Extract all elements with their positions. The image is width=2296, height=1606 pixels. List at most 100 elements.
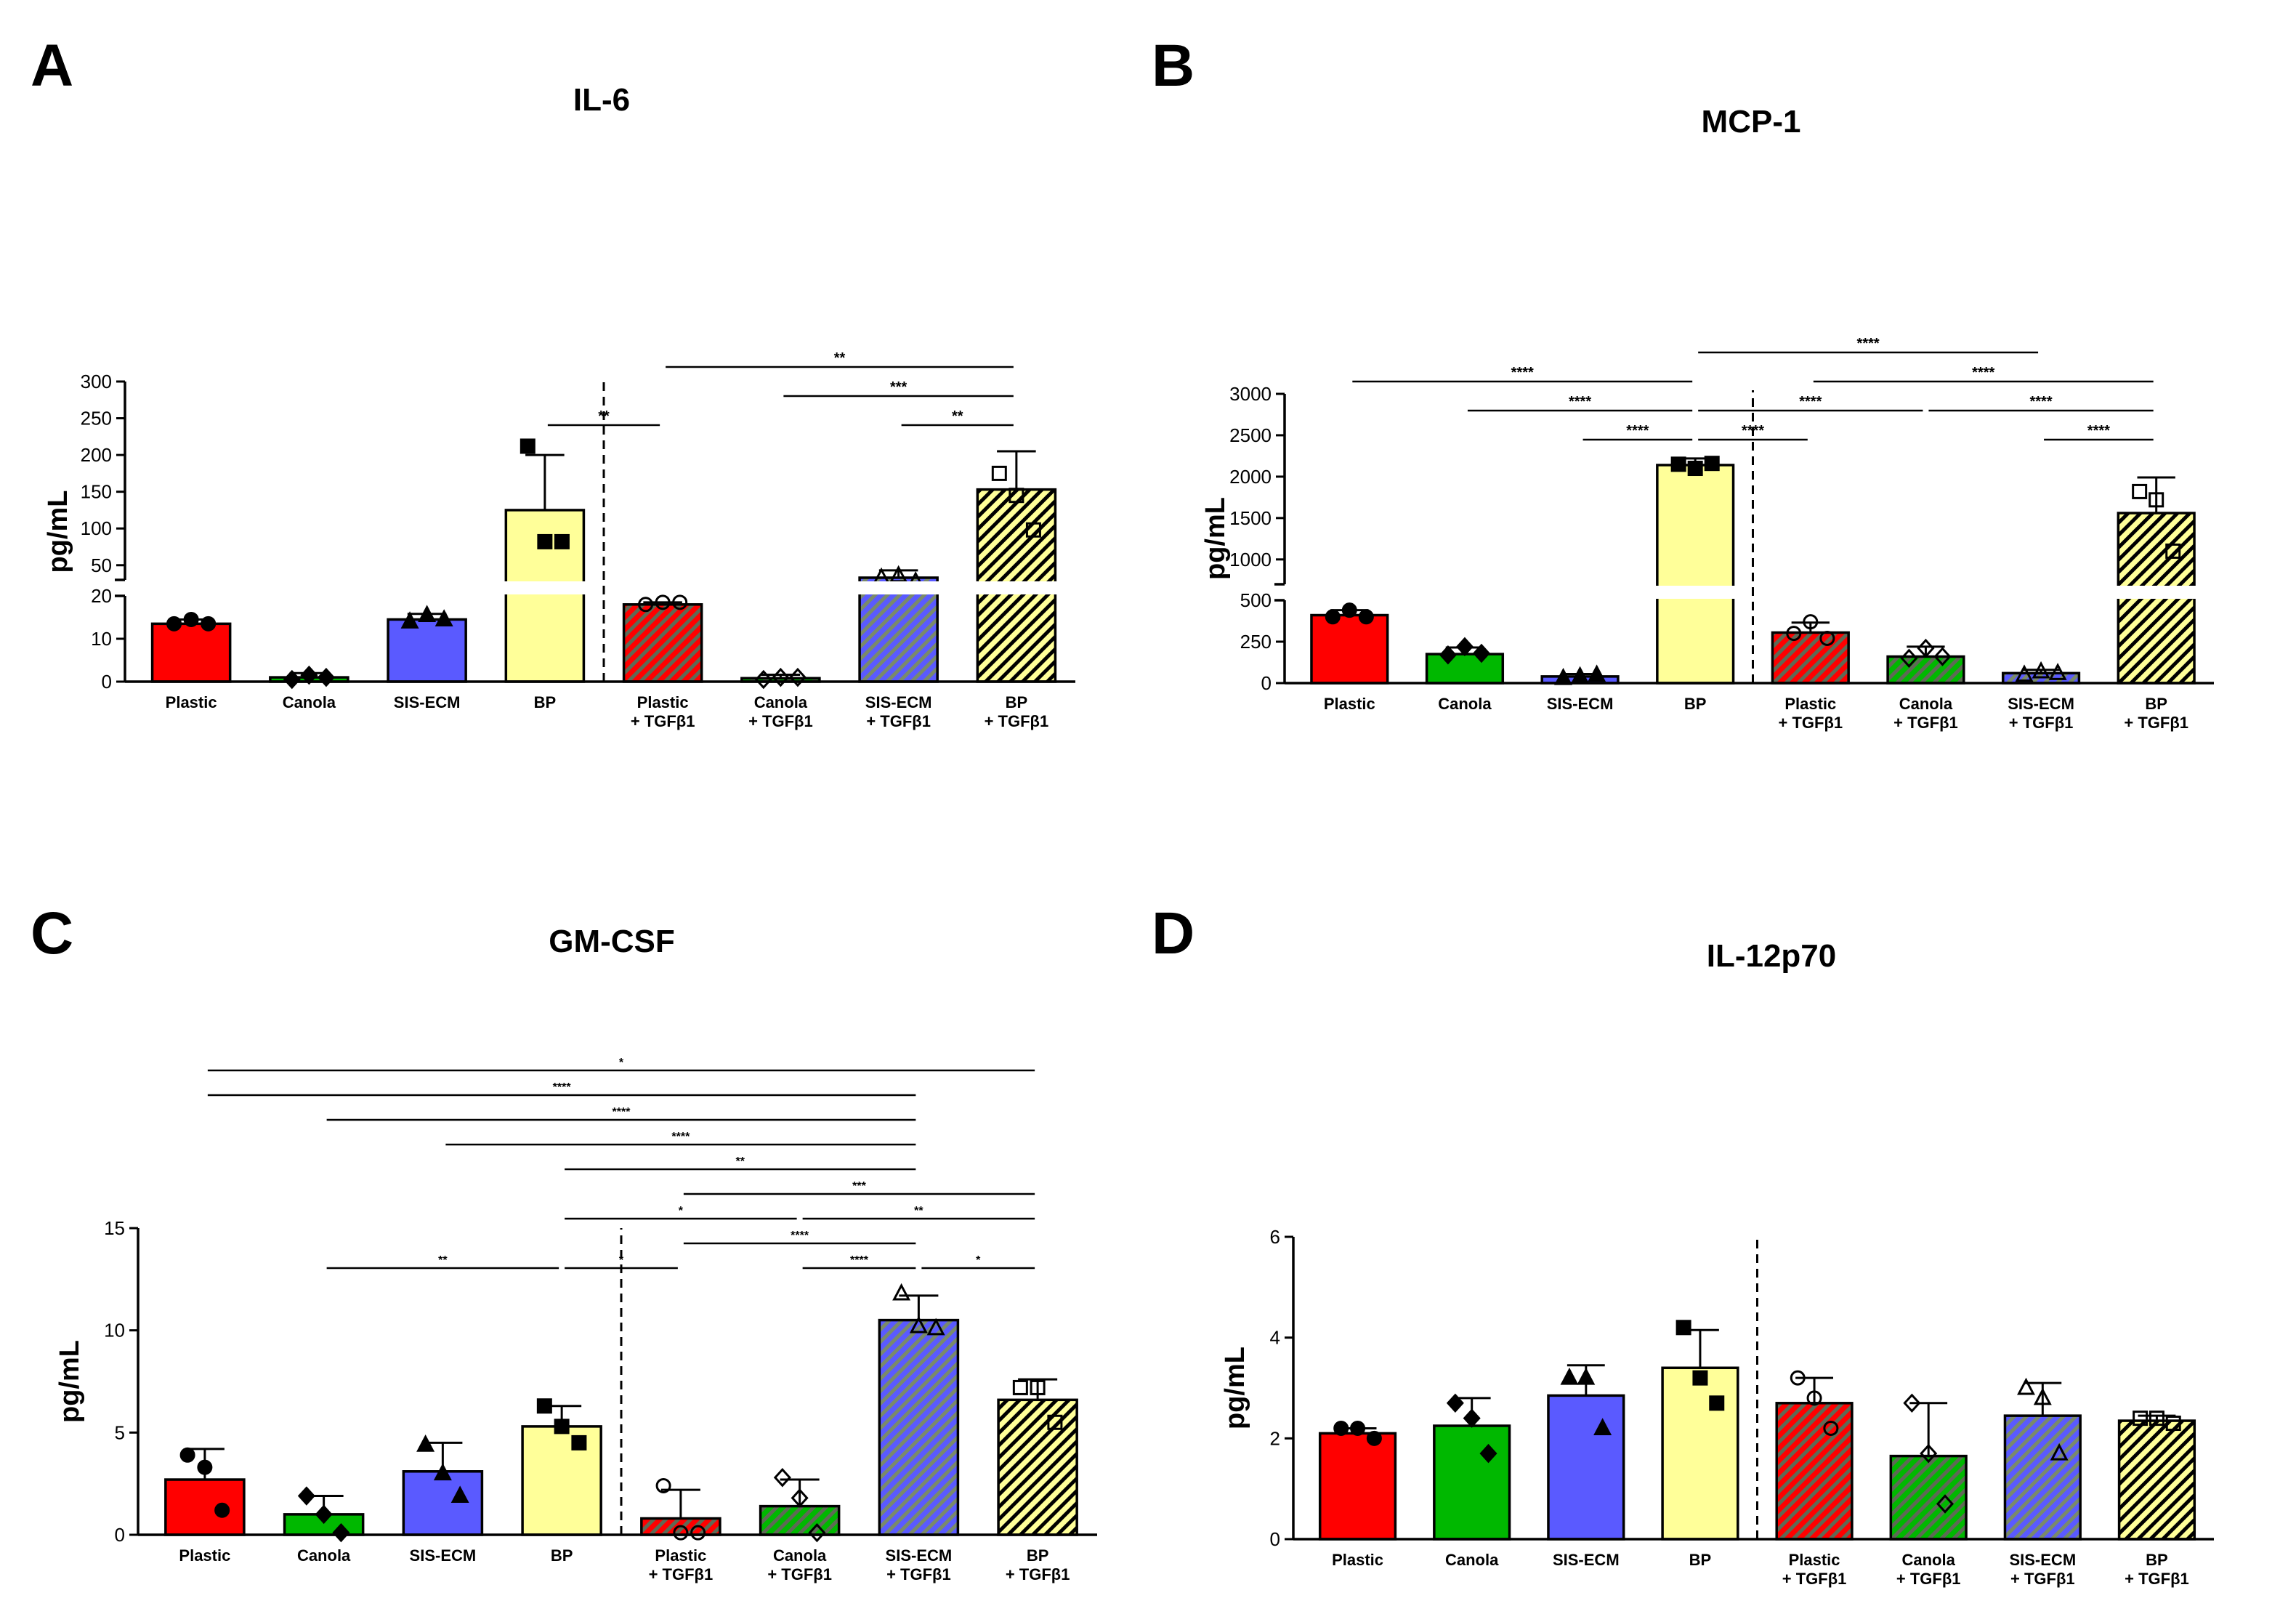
data-point-2-3 <box>317 667 335 687</box>
panel-label-b: B <box>1152 33 1195 99</box>
data-point-7-2 <box>2033 1387 2052 1405</box>
data-point-2-1 <box>283 669 301 690</box>
data-point-1-1 <box>179 1447 195 1463</box>
data-point-4-2 <box>554 1419 570 1434</box>
x-tick-label: + TGFβ1 <box>2009 714 2074 732</box>
bar-7 <box>878 1318 960 1536</box>
x-tick-label: Canola <box>283 693 336 711</box>
significance-label: **** <box>553 1081 572 1094</box>
data-point-4-1 <box>1675 1320 1691 1336</box>
significance-label: **** <box>1626 423 1649 439</box>
data-point-6-3 <box>1936 1494 1955 1514</box>
data-point-7-3 <box>2048 663 2067 680</box>
significance-label: ** <box>598 408 610 424</box>
data-point-8-2 <box>2149 1411 2164 1427</box>
y-axis-label: pg/mL <box>1220 1347 1250 1429</box>
data-point-4-3 <box>571 1434 587 1450</box>
data-point-4-1 <box>1670 456 1686 472</box>
data-point-7-1 <box>892 1283 911 1301</box>
data-point-5-3 <box>672 594 688 610</box>
bar-4 <box>521 1425 602 1536</box>
x-tick-label: SIS-ECM <box>2008 695 2074 713</box>
data-point-2-3 <box>332 1522 350 1543</box>
y-axis-label: pg/mL <box>43 491 73 573</box>
significance-label: * <box>619 1057 624 1069</box>
x-tick-label: Plastic <box>637 693 689 711</box>
x-tick-label: + TGFβ1 <box>985 712 1049 730</box>
x-tick-label: BP <box>1684 695 1707 713</box>
data-point-7-3 <box>2050 1442 2069 1461</box>
significance-label: **** <box>2087 423 2110 439</box>
data-point-5-1 <box>655 1477 671 1493</box>
x-tick-label: SIS-ECM <box>865 693 932 711</box>
x-tick-label: Canola <box>773 1546 827 1565</box>
x-tick-label: + TGFβ1 <box>866 712 931 730</box>
x-tick-label: BP <box>551 1546 573 1565</box>
x-tick-label: BP <box>1006 693 1028 711</box>
x-tick-label: Plastic <box>655 1546 706 1565</box>
x-tick-label: Canola <box>754 693 808 711</box>
x-tick-label: Canola <box>1902 1551 1956 1569</box>
significance-label: ** <box>952 408 963 424</box>
significance-label: **** <box>671 1131 690 1143</box>
chart-il6: 0 10 20 50 100 150 200 250 300 pg/mL Plastic Canola… <box>43 350 1080 730</box>
significance-label: ** <box>736 1155 745 1168</box>
data-point-5-1 <box>638 597 654 613</box>
data-point-1-1 <box>1325 609 1341 625</box>
data-point-5-2 <box>1806 1390 1822 1406</box>
y-tick-label: 2500 <box>1229 424 1272 446</box>
y-tick-label: 5 <box>115 1421 125 1443</box>
significance-label: *** <box>852 1180 866 1193</box>
x-tick-label: + TGFβ1 <box>631 712 695 730</box>
significance-label: **** <box>1972 365 1994 381</box>
data-point-5-3 <box>1819 630 1835 646</box>
x-tick-label: SIS-ECM <box>394 693 461 711</box>
bar-8 <box>997 1398 1078 1536</box>
bar-6 <box>1886 655 1965 685</box>
data-point-8-3 <box>1047 1414 1063 1430</box>
y-tick-label: 2000 <box>1229 466 1272 488</box>
panel-label-d: D <box>1152 900 1195 967</box>
data-point-4-1 <box>520 438 535 454</box>
significance-label: * <box>679 1205 684 1217</box>
data-point-2-3 <box>1479 1443 1497 1464</box>
y-tick-label: 6 <box>1270 1226 1280 1248</box>
bar-1 <box>164 1478 246 1536</box>
data-point-6-2 <box>1920 1443 1938 1464</box>
y-tick-label: 1000 <box>1229 549 1272 570</box>
x-tick-label: BP <box>1027 1546 1049 1565</box>
x-tick-label: Canola <box>297 1546 351 1565</box>
significance-label: **** <box>1857 336 1880 352</box>
data-point-2-2 <box>1463 1408 1481 1428</box>
x-tick-label: BP <box>2145 695 2167 713</box>
data-point-1-2 <box>1350 1420 1366 1436</box>
x-tick-label: + TGFβ1 <box>886 1565 951 1583</box>
data-point-8-3 <box>1025 522 1041 538</box>
x-tick-label: SIS-ECM <box>1547 695 1614 713</box>
significance-label: **** <box>850 1254 869 1267</box>
x-tick-label: Canola <box>1899 695 1953 713</box>
data-point-6-3 <box>788 667 807 687</box>
significance-label: ** <box>834 350 846 366</box>
y-tick-label: 1500 <box>1229 507 1272 529</box>
bar-6 <box>759 1504 841 1536</box>
bar-1 <box>150 622 232 683</box>
data-point-2-1 <box>297 1486 315 1506</box>
panel-label-a: A <box>31 33 73 99</box>
data-point-3-1 <box>416 1434 435 1452</box>
y-tick-label: 10 <box>91 628 112 650</box>
data-point-3-3 <box>1588 664 1606 682</box>
data-point-7-3 <box>926 1318 945 1336</box>
data-point-8-3 <box>2165 543 2181 559</box>
data-point-4-3 <box>1704 456 1720 472</box>
x-tick-label: BP <box>1689 1551 1712 1569</box>
data-point-3-2 <box>418 605 437 623</box>
x-tick-label: SIS-ECM <box>1553 1551 1620 1569</box>
bar-2 <box>1425 653 1505 685</box>
y-tick-label: 4 <box>1270 1327 1280 1349</box>
x-tick-label: + TGFβ1 <box>1782 1570 1847 1588</box>
significance-label: * <box>619 1254 624 1267</box>
data-point-2-2 <box>300 665 318 685</box>
y-axis-label: pg/mL <box>54 1340 85 1423</box>
bar-6 <box>1889 1454 1968 1541</box>
